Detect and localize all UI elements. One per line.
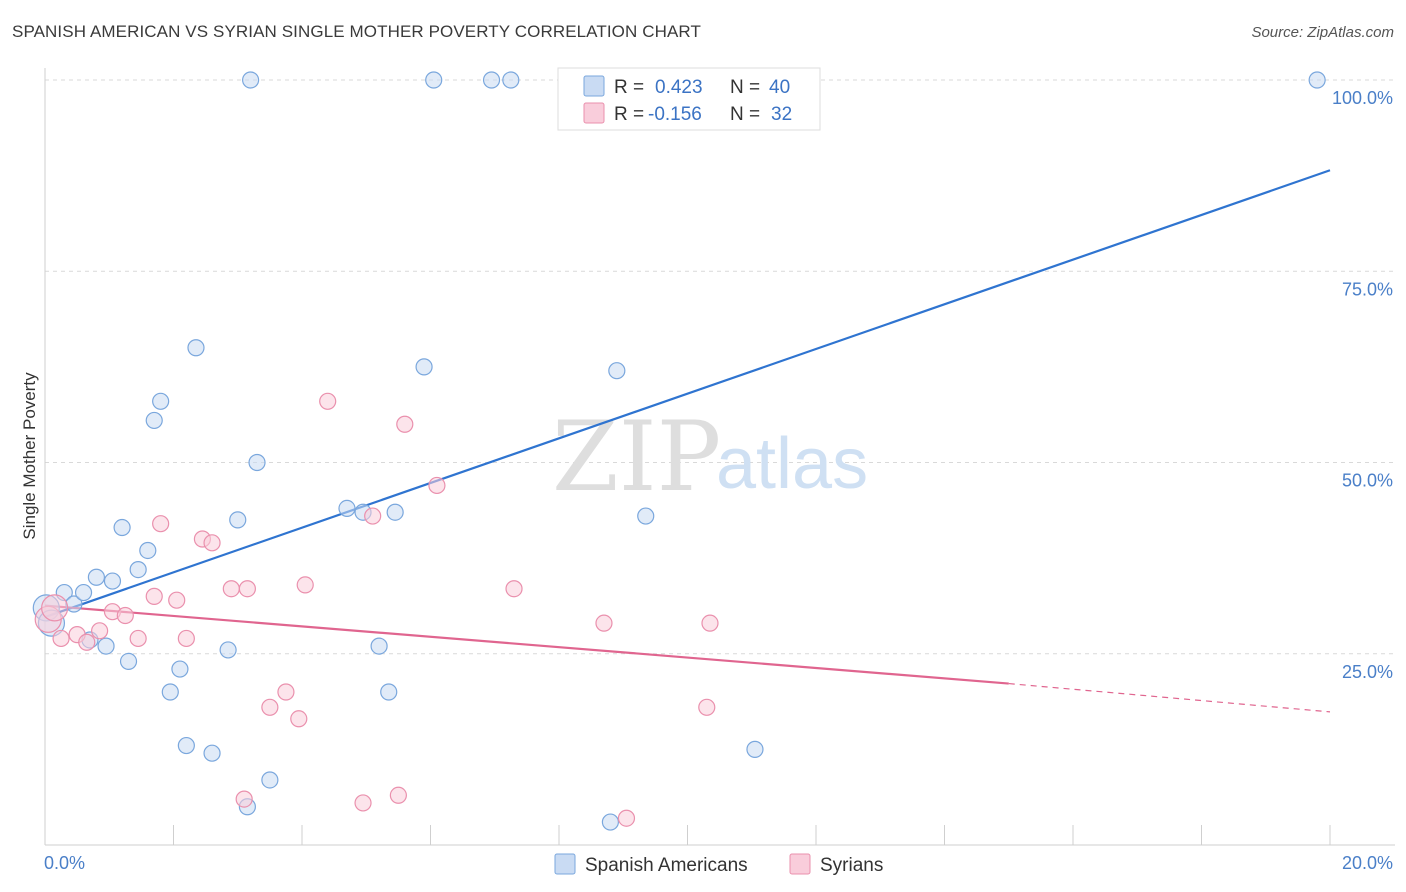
spanish-american-point-9 <box>113 518 131 537</box>
syrian-point-25 <box>389 786 407 804</box>
spanish-american-point-34 <box>502 71 520 89</box>
trend-lines <box>44 169 1331 713</box>
tick-labels: 25.0% 50.0% 75.0% 100.0% 0.0% 20.0% <box>44 88 1393 873</box>
spanish-american-point-6 <box>87 568 106 586</box>
spanish-american-point-39 <box>1308 71 1326 89</box>
legend-r-label-0: R = <box>614 77 644 98</box>
syrian-point-21 <box>296 576 314 594</box>
spanish-american-point-38 <box>746 740 764 758</box>
spanish-american-point-35 <box>601 813 620 831</box>
legend-n-value-0: 40 <box>769 77 790 98</box>
legend-n-label-1: N = <box>730 104 760 125</box>
source-label: Source: ZipAtlas.com <box>1251 24 1394 41</box>
spanish-american-point-23 <box>242 71 260 89</box>
y-tick-label-0: 25.0% <box>1342 662 1393 682</box>
spanish-american-point-4 <box>74 583 93 602</box>
syrian-point-11 <box>168 591 186 609</box>
spanish-american-point-29 <box>380 683 398 701</box>
syrian-point-17 <box>235 790 253 808</box>
syrian-point-31 <box>698 698 716 716</box>
syrian-point-15 <box>222 580 240 598</box>
spanish-american-point-10 <box>119 652 138 671</box>
syrian-point-26 <box>396 415 414 433</box>
syrian-point-2 <box>52 629 70 648</box>
series-legend-swatch-syrian <box>789 853 811 875</box>
syrian-point-18 <box>261 698 279 716</box>
legend-swatch-spanish <box>583 75 605 97</box>
spanish-american-point-26 <box>338 499 356 517</box>
spanish-american-point-30 <box>386 503 404 521</box>
spanish-american-point-18 <box>187 339 205 357</box>
gridlines <box>45 79 1395 655</box>
spanish-american-point-36 <box>608 362 626 380</box>
syrian-point-24 <box>364 507 382 525</box>
spanish-american-point-25 <box>261 771 279 789</box>
spanish-american-point-37 <box>637 507 655 525</box>
spanish-american-trend-line <box>44 169 1331 619</box>
syrian-point-22 <box>319 392 337 410</box>
y-axis-label: Single Mother Poverty <box>20 372 39 540</box>
syrian-point-4 <box>78 633 96 651</box>
data-points <box>32 71 1326 831</box>
legend-r-value-0: 0.423 <box>655 77 703 98</box>
legend-r-value-1: -0.156 <box>648 104 702 125</box>
spanish-american-point-20 <box>219 641 237 659</box>
syrian-point-16 <box>238 580 256 598</box>
spanish-american-point-31 <box>415 358 433 376</box>
chart-title: SPANISH AMERICAN VS SYRIAN SINGLE MOTHER… <box>12 22 701 41</box>
spanish-american-point-11 <box>129 560 147 579</box>
y-tick-label-2: 75.0% <box>1342 279 1393 299</box>
spanish-american-point-15 <box>161 683 179 701</box>
syrian-point-1 <box>41 594 69 622</box>
syrian-point-32 <box>701 614 719 632</box>
spanish-american-point-21 <box>229 511 247 529</box>
syrian-point-23 <box>354 794 372 812</box>
y-tick-label-1: 50.0% <box>1342 471 1393 491</box>
syrian-point-9 <box>145 587 163 605</box>
spanish-american-point-33 <box>482 71 501 89</box>
syrian-point-20 <box>290 710 308 728</box>
x-tick-label-0: 0.0% <box>44 853 85 873</box>
syrian-point-7 <box>116 606 134 625</box>
syrian-point-8 <box>129 629 147 648</box>
spanish-american-point-12 <box>139 541 157 560</box>
legend: R = 0.423 N = 40 R = -0.156 N = 32 <box>557 67 821 131</box>
syrian-point-19 <box>277 683 295 701</box>
syrian-trend-line-extrapolated <box>1008 682 1331 713</box>
syrian-point-29 <box>595 614 613 632</box>
watermark-zip: ZIP <box>552 401 721 513</box>
spanish-american-point-14 <box>152 392 170 410</box>
series-legend: Spanish Americans Syrians <box>554 853 883 876</box>
syrian-point-14 <box>203 534 221 552</box>
axes <box>44 68 1395 846</box>
legend-n-value-1: 32 <box>771 104 792 125</box>
syrian-trend-line <box>44 604 1009 685</box>
syrian-point-10 <box>152 515 170 533</box>
spanish-american-point-16 <box>171 660 189 678</box>
series-legend-label-syrian: Syrians <box>820 855 883 876</box>
syrian-point-27 <box>428 476 446 495</box>
legend-swatch-syrian <box>583 102 605 124</box>
spanish-american-point-8 <box>103 572 122 590</box>
watermark-atlas: atlas <box>716 424 868 504</box>
syrian-point-5 <box>91 622 109 640</box>
syrian-point-12 <box>177 629 195 648</box>
y-tick-label-3: 100.0% <box>1332 88 1393 108</box>
series-legend-swatch-spanish <box>554 853 576 875</box>
spanish-american-point-32 <box>425 71 443 89</box>
spanish-american-point-28 <box>370 637 388 655</box>
spanish-american-point-19 <box>203 744 221 762</box>
spanish-american-point-7 <box>97 637 115 655</box>
spanish-american-point-24 <box>248 453 266 472</box>
spanish-american-point-13 <box>145 411 163 430</box>
spanish-american-point-17 <box>177 736 195 755</box>
legend-n-label-0: N = <box>730 77 760 98</box>
syrian-point-30 <box>617 809 636 827</box>
x-tick-label-1: 20.0% <box>1342 853 1393 873</box>
syrian-point-28 <box>505 580 523 598</box>
legend-r-label-1: R = <box>614 104 644 125</box>
series-legend-label-spanish: Spanish Americans <box>585 855 748 876</box>
